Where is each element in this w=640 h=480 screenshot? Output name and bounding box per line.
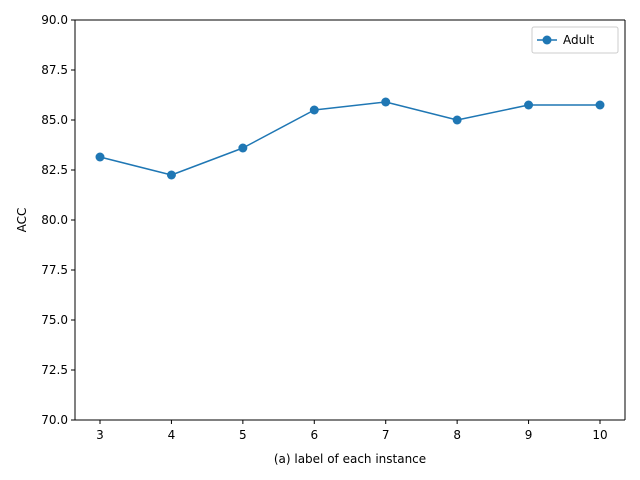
data-point-adult — [595, 100, 605, 110]
x-axis-ticks: 3 4 5 6 7 8 9 10 — [96, 420, 608, 442]
data-point-adult — [452, 115, 462, 125]
x-tick-label: 5 — [239, 428, 247, 442]
x-tick-label: 7 — [382, 428, 390, 442]
legend-label-adult: Adult — [563, 33, 595, 47]
x-tick-label: 6 — [310, 428, 318, 442]
data-point-adult — [524, 100, 534, 110]
y-axis-ticks: 70.0 72.5 75.0 77.5 80.0 82.5 85.0 87.5 90.0 — [41, 13, 75, 427]
y-tick-label: 87.5 — [41, 63, 68, 77]
x-tick-label: 3 — [96, 428, 104, 442]
y-tick-label: 75.0 — [41, 313, 68, 327]
data-point-adult — [238, 143, 248, 153]
y-tick-label: 80.0 — [41, 213, 68, 227]
x-tick-label: 8 — [453, 428, 461, 442]
y-tick-label: 90.0 — [41, 13, 68, 27]
legend-box — [531, 26, 619, 54]
x-axis-label: (a) label of each instance — [274, 452, 426, 466]
data-point-adult — [309, 105, 319, 115]
data-point-adult — [381, 97, 391, 107]
data-point-adult — [166, 170, 176, 180]
x-tick-label: 9 — [525, 428, 533, 442]
x-tick-label: 4 — [168, 428, 176, 442]
x-tick-label: 10 — [592, 428, 607, 442]
y-tick-label: 85.0 — [41, 113, 68, 127]
y-axis-label: ACC — [15, 208, 29, 233]
legend: Adult — [531, 26, 619, 54]
data-point-adult — [95, 152, 105, 162]
legend-marker-adult — [542, 35, 552, 45]
y-tick-label: 77.5 — [41, 263, 68, 277]
series-layer — [95, 97, 605, 180]
y-tick-label: 72.5 — [41, 363, 68, 377]
plot-area — [75, 20, 625, 420]
axes-frame — [74, 19, 626, 421]
y-tick-label: 82.5 — [41, 163, 68, 177]
series-line-adult — [99, 101, 600, 176]
y-tick-label: 70.0 — [41, 413, 68, 427]
